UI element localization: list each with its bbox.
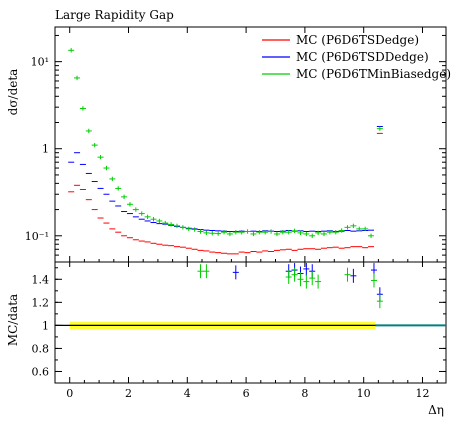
ratio-point-series-1 (285, 269, 292, 284)
ratio-point-series-1 (197, 264, 204, 279)
ratio-y-tick-label: 0.8 (32, 342, 50, 355)
data-point-series-2 (226, 231, 233, 237)
data-point-series-2 (85, 128, 92, 134)
legend-entry: MC (P6D6TSDDedge) (262, 50, 429, 64)
data-point-series-2 (273, 231, 280, 237)
ratio-point-series-1 (315, 274, 322, 289)
data-point-series-2 (103, 165, 110, 171)
data-point-series-2 (156, 218, 163, 224)
data-point-series-2 (144, 214, 151, 220)
data-point-series-2 (326, 229, 333, 235)
data-point-series-2 (244, 229, 251, 234)
data-point-series-2 (168, 222, 175, 227)
ratio-point-series-0 (350, 268, 357, 283)
data-point-series-2 (291, 228, 298, 234)
legend-entry: MC (P6D6TSDedge) (262, 33, 419, 47)
data-point-series-2 (203, 230, 210, 236)
data-point-series-2 (174, 223, 181, 229)
ratio-point-series-1 (370, 273, 377, 288)
data-point-series-2 (138, 211, 145, 216)
ratio-y-tick-label: 1.2 (32, 296, 50, 309)
data-point-series-2 (97, 154, 104, 160)
ratio-y-axis-label: MC/data (6, 294, 20, 346)
data-point-series-2 (368, 233, 375, 238)
data-point-series-2 (279, 229, 286, 235)
data-point-series-2 (179, 225, 186, 230)
ratio-point-series-0 (303, 263, 310, 276)
data-point-series-2 (250, 231, 257, 237)
data-point-series-2 (91, 142, 98, 148)
data-point-series-2 (74, 75, 81, 81)
legend-label: MC (P6D6TMinBiasedge) (296, 67, 451, 81)
data-point-series-2 (285, 229, 292, 235)
ratio-point-series-0 (232, 265, 239, 280)
ratio-y-tick-label: 0.6 (32, 365, 50, 378)
data-point-series-2 (309, 233, 316, 238)
data-point-series-2 (79, 106, 86, 111)
y-tick-label: 1 (42, 143, 49, 156)
x-tick-label: 12 (415, 387, 429, 400)
data-point-series-2 (121, 194, 128, 200)
data-point-series-2 (268, 229, 275, 234)
data-point-series-2 (185, 226, 192, 232)
ratio-y-tick-label: 1.4 (32, 273, 50, 286)
data-point-series-2 (232, 229, 239, 235)
data-point-series-2 (191, 227, 198, 232)
data-point-series-2 (215, 231, 222, 236)
data-point-series-2 (132, 207, 139, 212)
data-point-series-2 (376, 126, 383, 131)
ratio-point-series-1 (297, 272, 304, 287)
data-point-series-2 (356, 226, 363, 232)
legend-label: MC (P6D6TSDDedge) (296, 50, 429, 64)
data-point-series-2 (221, 229, 228, 235)
data-point-series-2 (109, 176, 116, 182)
legend-entry: MC (P6D6TMinBiasedge) (262, 67, 451, 81)
legend-label: MC (P6D6TSDedge) (296, 33, 419, 47)
x-tick-label: 0 (66, 387, 73, 400)
data-point-series-2 (338, 228, 345, 233)
data-point-series-2 (320, 231, 327, 237)
x-tick-label: 4 (184, 387, 191, 400)
data-point-series-2 (362, 226, 369, 232)
data-point-series-2 (209, 231, 216, 236)
ratio-point-series-1 (303, 274, 310, 289)
x-tick-label: 10 (357, 387, 371, 400)
data-point-series-2 (350, 223, 357, 229)
data-point-series-2 (344, 225, 351, 230)
ratio-plot-frame (54, 261, 447, 384)
data-point-series-2 (262, 229, 269, 235)
x-tick-label: 8 (301, 387, 308, 400)
data-point-series-2 (256, 229, 263, 235)
ratio-point-series-1 (291, 267, 298, 282)
data-point-series-2 (332, 229, 339, 235)
y-axis-label: dσ/deta (6, 69, 20, 116)
data-point-series-2 (150, 217, 157, 222)
x-tick-label: 2 (125, 387, 132, 400)
ratio-point-series-1 (203, 264, 210, 279)
legend: MC (P6D6TSDedge) MC (P6D6TSDDedge) MC (P6D… (262, 33, 451, 81)
data-point-series-2 (315, 230, 322, 236)
chart-title: Large Rapidity Gap (55, 8, 174, 22)
y-tick-label: 10¹ (31, 56, 49, 69)
data-point-series-2 (197, 229, 204, 234)
y-tick-label: 10⁻¹ (25, 230, 49, 243)
x-axis-label: Δη (428, 403, 444, 417)
data-point-series-2 (162, 220, 169, 226)
ratio-point-series-1 (309, 271, 316, 286)
data-point-series-2 (297, 230, 304, 236)
data-point-series-2 (68, 48, 75, 53)
x-tick-label: 6 (243, 387, 250, 400)
ratio-point-series-1 (376, 294, 383, 309)
data-point-series-2 (126, 202, 133, 207)
ratio-point-series-1 (344, 267, 351, 282)
data-point-series-2 (238, 229, 245, 235)
data-point-series-2 (115, 186, 122, 191)
ratio-y-tick-label: 1 (42, 319, 49, 332)
data-point-series-2 (303, 231, 310, 237)
